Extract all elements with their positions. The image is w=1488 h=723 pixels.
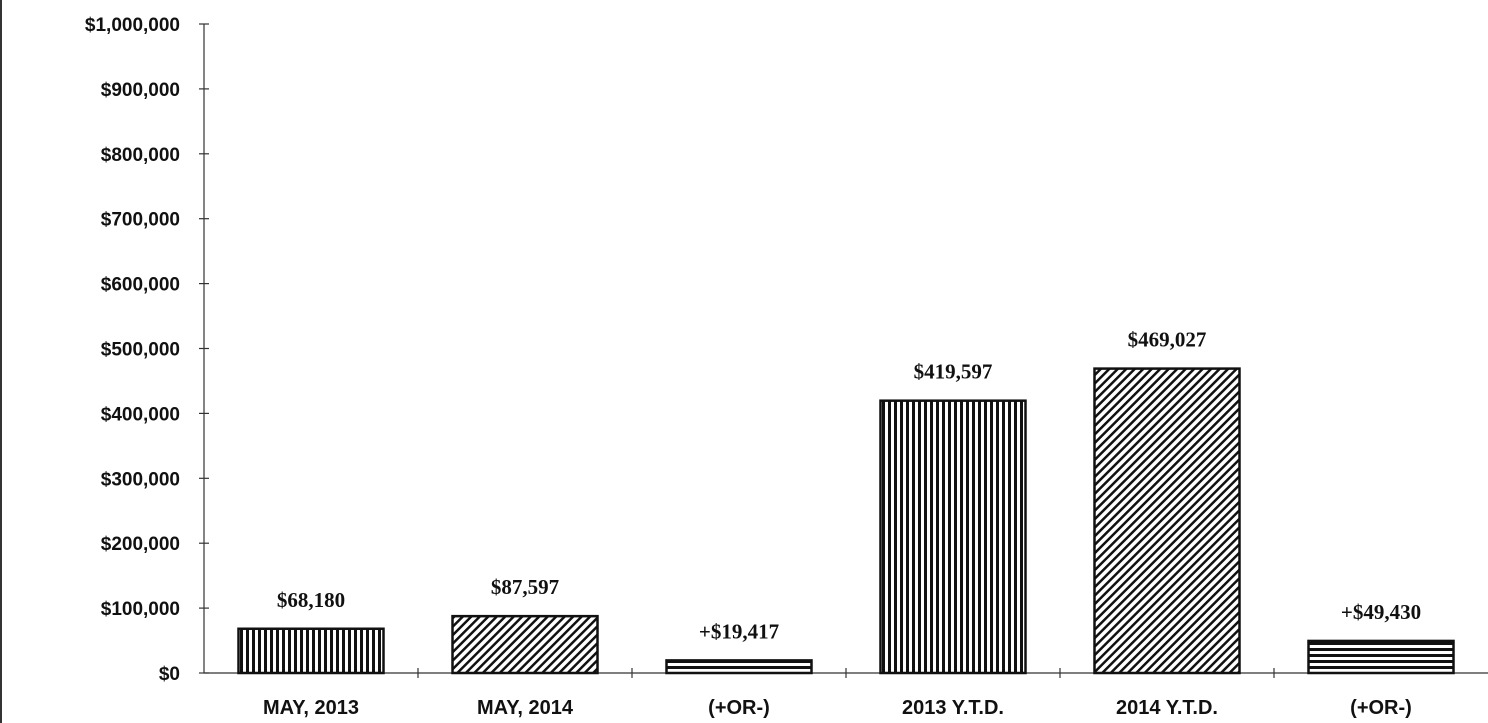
chart-left-border — [0, 0, 2, 723]
y-tick-label: $0 — [159, 664, 180, 685]
bar-4 — [1093, 367, 1241, 675]
y-tick-label: $900,000 — [101, 80, 180, 101]
y-tick-label: $400,000 — [101, 404, 180, 425]
y-tick-label: $100,000 — [101, 599, 180, 620]
y-tick-label: $500,000 — [101, 340, 180, 361]
bar-1 — [451, 614, 599, 675]
x-tick-label-1: MAY, 2014 — [477, 697, 574, 719]
bars — [237, 367, 1455, 675]
data-label-0: $68,180 — [277, 588, 345, 612]
data-label-1: $87,597 — [491, 575, 559, 599]
x-tick-label-3: 2013 Y.T.D. — [902, 697, 1004, 719]
data-label-3: $419,597 — [914, 360, 993, 384]
bar-0 — [237, 627, 385, 675]
y-tick-label: $800,000 — [101, 145, 180, 166]
data-label-2: +$19,417 — [699, 619, 779, 643]
x-tick-label-0: MAY, 2013 — [263, 697, 359, 719]
x-tick-label-4: 2014 Y.T.D. — [1116, 697, 1218, 719]
bar-5 — [1307, 639, 1455, 675]
y-tick-label: $700,000 — [101, 210, 180, 231]
labels: $68,180 MAY, 2013 $87,597 MAY, 2014 +$19,417… — [263, 328, 1421, 719]
bar-3 — [879, 399, 1027, 675]
y-tick-label: $1,000,000 — [85, 15, 180, 36]
bar-2 — [665, 659, 813, 675]
axes: $0 $100,000 $200,000 $300,000 $400,000 $500,0… — [85, 15, 1488, 685]
y-tick-label: $600,000 — [101, 275, 180, 296]
y-tick-label: $200,000 — [101, 534, 180, 555]
data-label-5: +$49,430 — [1341, 600, 1421, 624]
x-tick-label-5: (+OR-) — [1350, 697, 1412, 719]
data-label-4: $469,027 — [1128, 328, 1207, 352]
x-tick-label-2: (+OR-) — [708, 697, 770, 719]
y-tick-label: $300,000 — [101, 469, 180, 490]
